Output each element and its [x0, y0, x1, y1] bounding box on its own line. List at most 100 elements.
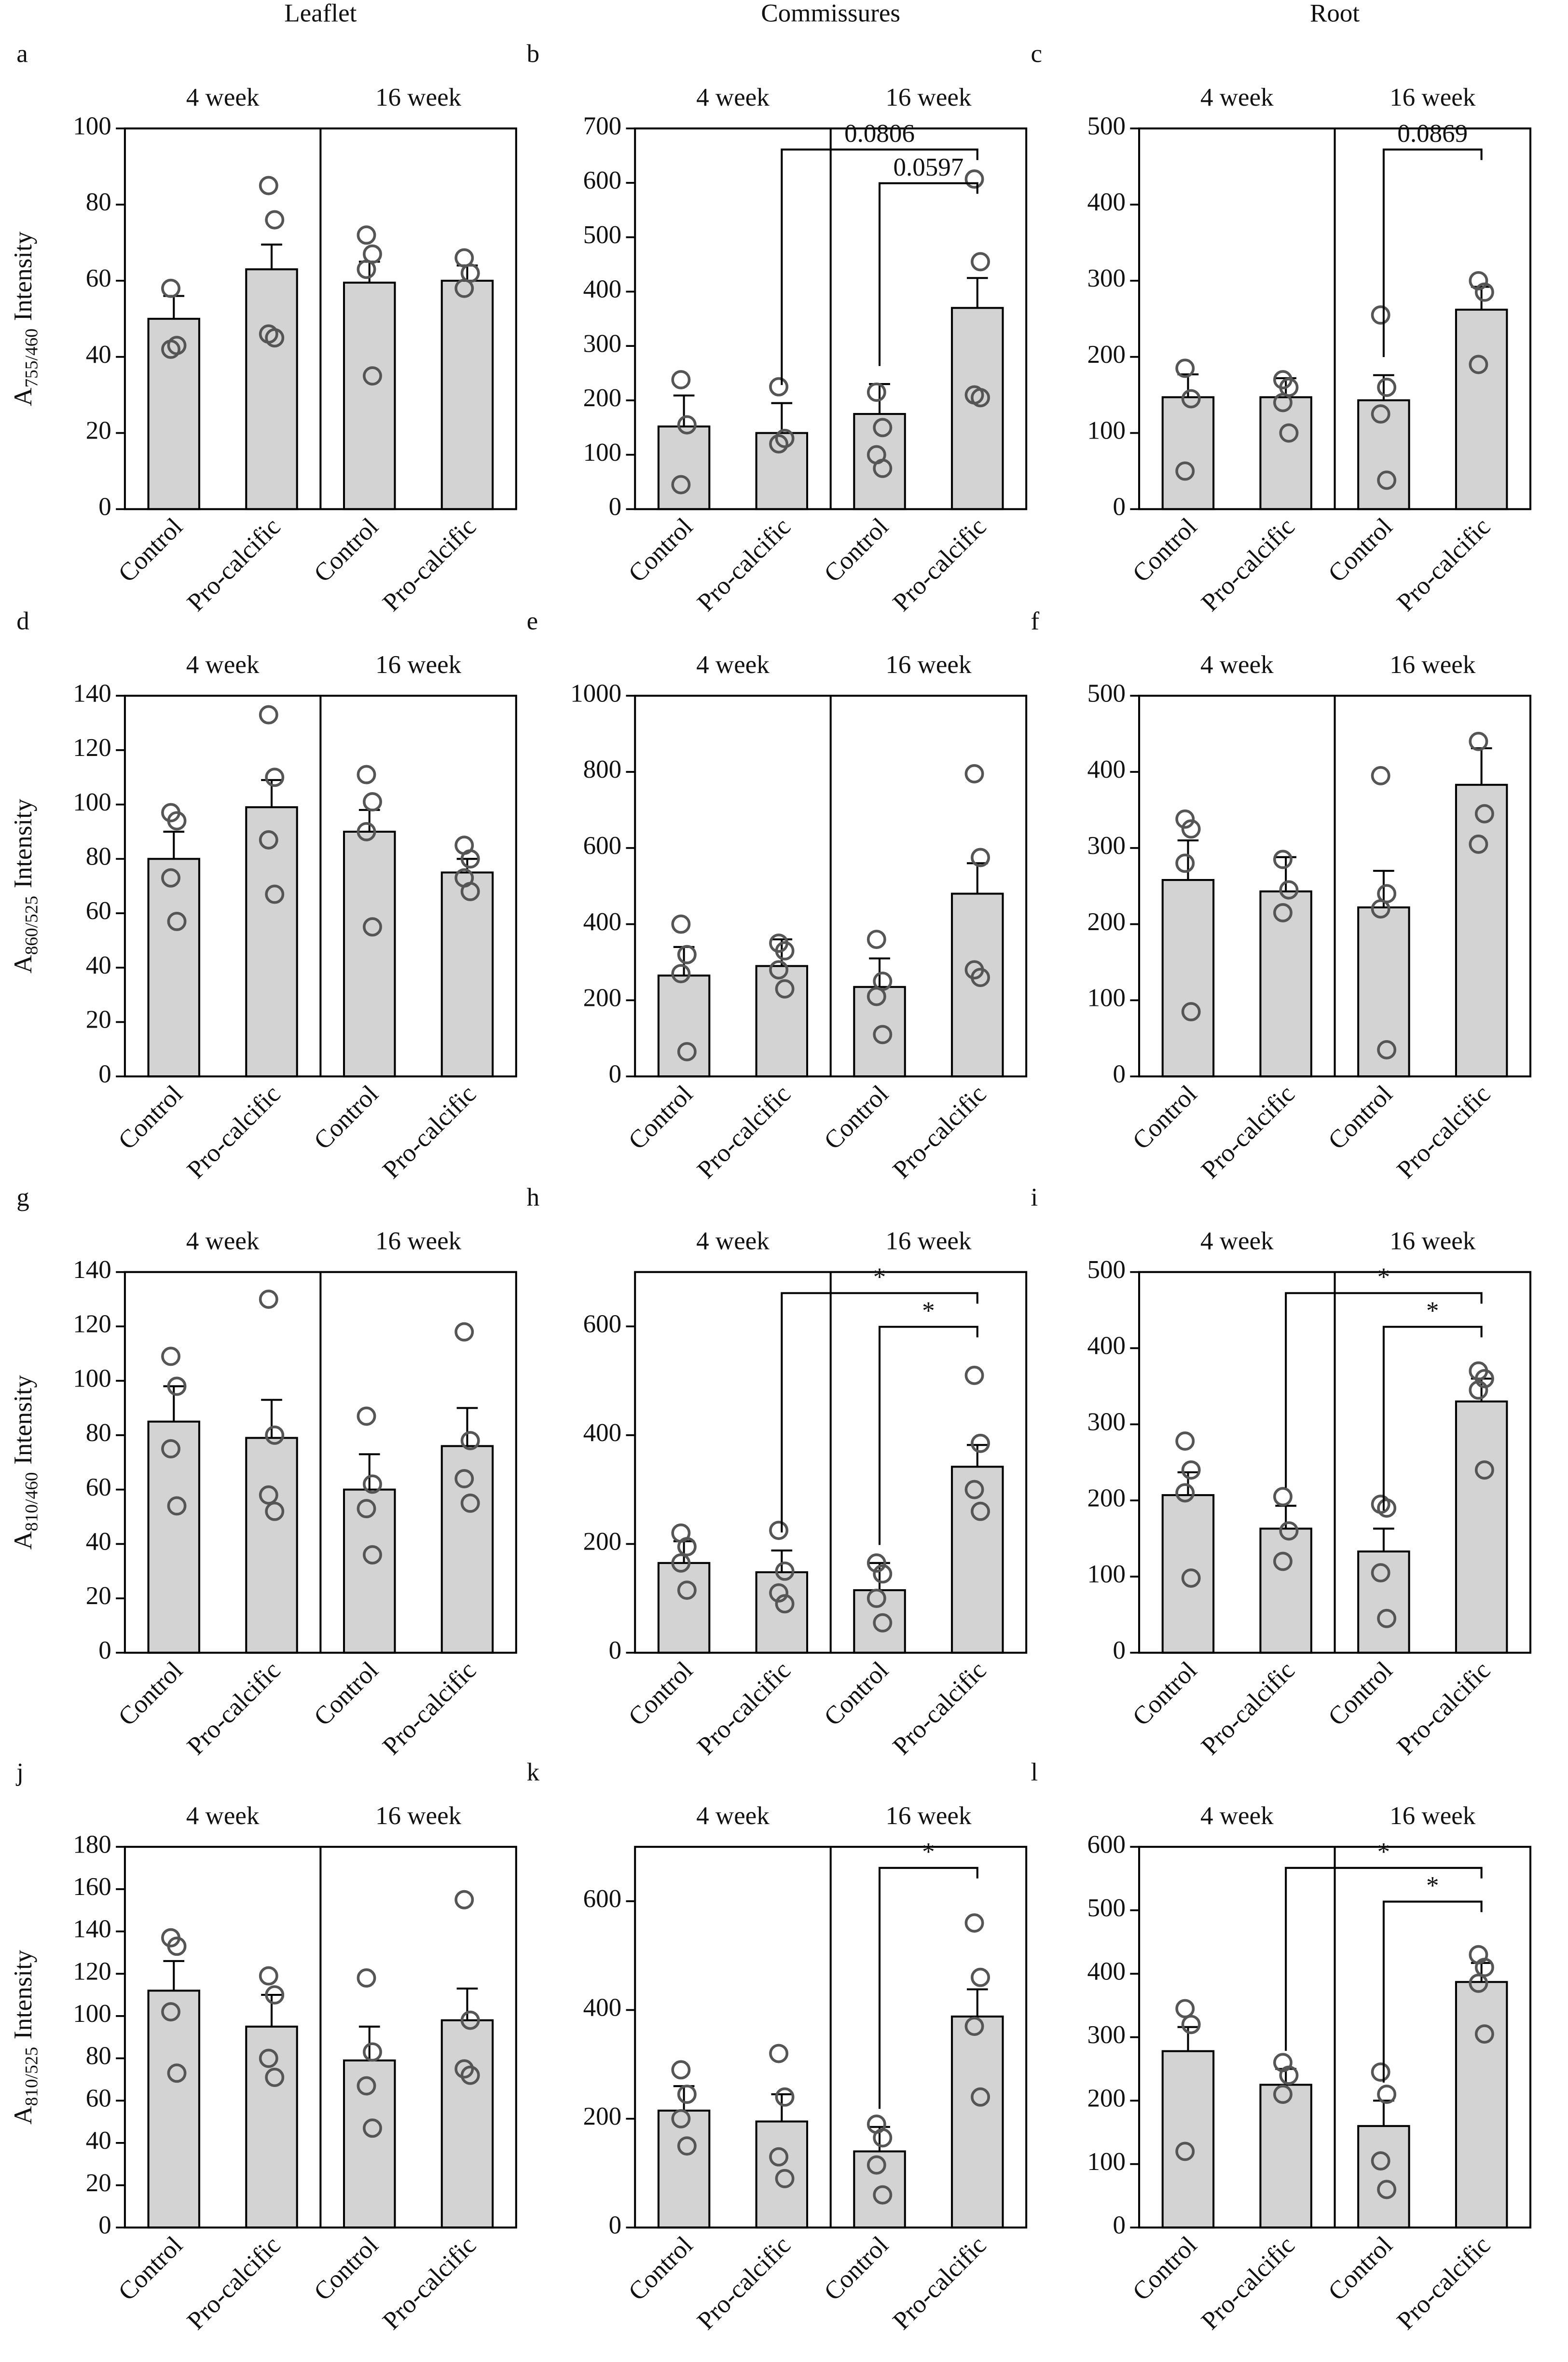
- data-point: [867, 1553, 886, 1573]
- data-point: [259, 2048, 278, 2068]
- panel-label: e: [527, 607, 538, 635]
- data-point: [873, 458, 893, 478]
- data-point: [357, 822, 376, 841]
- y-tick-label: 0: [98, 493, 111, 521]
- significance-label: 0.0597: [894, 153, 964, 181]
- x-tick-label: Pro-calcific: [692, 1080, 796, 1184]
- significance-bracket: [1382, 1326, 1483, 1511]
- data-point: [1273, 1487, 1293, 1507]
- bar: [343, 281, 396, 510]
- bar: [147, 1990, 200, 2229]
- data-point: [265, 328, 285, 348]
- y-axis-label: A810/525 Intensity: [9, 1950, 41, 2125]
- data-point: [1175, 1483, 1195, 1503]
- bar: [147, 858, 200, 1078]
- panel: d A860/525 Intensity 0 20 40 60 80 100 120 140 4 we…: [9, 607, 517, 1184]
- data-point: [357, 225, 376, 245]
- y-tick-label: 180: [73, 1830, 111, 1858]
- bar: [853, 1589, 906, 1654]
- bar: [440, 2019, 494, 2229]
- column-title: Leaflet: [284, 0, 357, 27]
- data-point: [1469, 271, 1488, 290]
- data-point: [1469, 834, 1488, 854]
- bar: [147, 1420, 200, 1654]
- bar: [1455, 308, 1508, 510]
- group-label: 4 week: [696, 83, 770, 111]
- x-tick-label: Pro-calcific: [887, 1656, 991, 1760]
- bar: [1161, 879, 1215, 1078]
- bar: [1161, 1494, 1215, 1654]
- data-point: [775, 1561, 795, 1581]
- data-point: [259, 1290, 278, 1309]
- data-point: [259, 1485, 278, 1505]
- group-label: 16 week: [375, 1802, 462, 1830]
- panel-label: b: [527, 40, 540, 68]
- group-label: 4 week: [186, 1802, 260, 1830]
- data-point: [971, 1433, 990, 1453]
- y-tick-label: 500: [583, 221, 622, 249]
- data-point: [1175, 461, 1195, 481]
- y-tick-label: 80: [86, 188, 111, 216]
- y-tick-label: 0: [1113, 1060, 1126, 1088]
- data-point: [1371, 404, 1390, 424]
- significance-label: *: [1377, 1263, 1390, 1291]
- data-point: [167, 1376, 187, 1396]
- significance-bracket: [1285, 1867, 1483, 2051]
- data-point: [867, 930, 886, 949]
- y-tick-label: 80: [86, 2042, 111, 2070]
- data-point: [167, 911, 187, 931]
- x-tick-label: Control: [1323, 513, 1398, 588]
- data-point: [167, 1936, 187, 1956]
- data-point: [259, 830, 278, 850]
- group-label: 4 week: [1200, 651, 1274, 679]
- x-tick-label: Pro-calcific: [887, 2231, 991, 2335]
- data-point: [167, 1496, 187, 1516]
- data-point: [362, 2042, 382, 2062]
- data-point: [964, 764, 984, 783]
- bar: [657, 975, 711, 1078]
- y-tick-label: 500: [1087, 679, 1126, 707]
- group-label: 16 week: [375, 651, 462, 679]
- x-tick-label: Control: [113, 1656, 188, 1731]
- data-point: [964, 1480, 984, 1499]
- y-tick-label: 20: [86, 1006, 111, 1034]
- y-tick-label: 400: [1087, 755, 1126, 783]
- bar: [1357, 399, 1410, 510]
- data-point: [769, 2044, 789, 2063]
- panel-label: a: [16, 40, 28, 68]
- data-point: [1279, 2065, 1299, 2085]
- data-point: [873, 1025, 893, 1044]
- y-tick-label: 200: [583, 2102, 622, 2130]
- data-point: [873, 2128, 893, 2148]
- y-tick-label: 200: [1087, 2084, 1126, 2112]
- y-tick-label: 60: [86, 1473, 111, 1501]
- y-tick-label: 40: [86, 951, 111, 979]
- bar: [440, 1445, 494, 1654]
- data-point: [1377, 1608, 1397, 1628]
- x-tick-label: Control: [1323, 1656, 1398, 1731]
- data-point: [769, 434, 789, 454]
- data-point: [971, 2087, 990, 2107]
- y-tick-label: 0: [609, 493, 622, 521]
- data-point: [167, 2063, 187, 2083]
- data-point: [362, 1474, 382, 1494]
- y-tick-label: 0: [1113, 1636, 1126, 1664]
- panel-label: c: [1031, 40, 1043, 68]
- significance-bracket: [879, 1867, 978, 2109]
- y-tick-label: 140: [73, 679, 111, 707]
- data-point: [161, 2002, 180, 2022]
- data-point: [873, 2185, 893, 2205]
- data-point: [460, 1493, 480, 1513]
- bar: [440, 871, 494, 1078]
- group-label: 16 week: [1389, 1227, 1476, 1255]
- data-point: [873, 1564, 893, 1584]
- data-point: [971, 848, 990, 867]
- data-point: [1377, 2085, 1397, 2104]
- x-tick-label: Pro-calcific: [1196, 513, 1300, 617]
- data-point: [1279, 880, 1299, 900]
- group-label: 16 week: [1389, 1802, 1476, 1830]
- y-tick-label: 400: [1087, 1957, 1126, 1985]
